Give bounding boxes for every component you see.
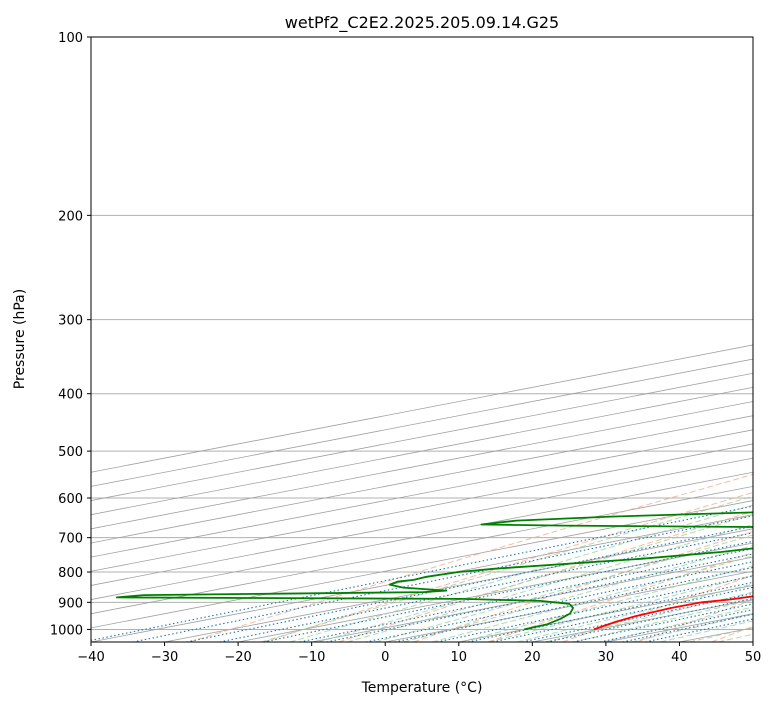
x-tick-label: −20 [224, 650, 251, 665]
isotherm-line [164, 528, 753, 642]
x-tick-label: 0 [381, 650, 389, 665]
isotherm-line [91, 471, 753, 600]
x-tick-label: −40 [77, 650, 104, 665]
mixing-ratio-line [572, 603, 753, 642]
isotherm-line [91, 457, 753, 586]
mixing-ratio-line [186, 525, 753, 642]
x-tick-label: 30 [598, 650, 615, 665]
mixing-ratio-line [263, 540, 753, 642]
x-tick-label: 10 [451, 650, 468, 665]
x-tick-label: 20 [524, 650, 541, 665]
mixing-ratio-line [91, 505, 753, 641]
dry-adiabat-line [562, 574, 753, 642]
y-tick-label: 300 [58, 314, 83, 329]
x-tick-label: −10 [298, 650, 325, 665]
mixing-ratio-line [365, 561, 753, 642]
moist-adiabat-line [516, 583, 753, 642]
mixing-ratio-line [326, 553, 753, 642]
moist-adiabat-line [260, 495, 753, 642]
isotherm-line [91, 443, 753, 572]
moist-adiabat-line [488, 574, 753, 642]
isotherm-line [91, 485, 753, 615]
dry-adiabat-line [189, 473, 753, 642]
y-axis-ticks: 100 200 300 400 500 600 700 800 900 1000 [50, 31, 91, 638]
mixing-ratio-line [599, 608, 753, 642]
moist-adiabat-line [431, 555, 753, 642]
y-tick-label: 400 [58, 388, 83, 403]
x-tick-label: −30 [151, 650, 178, 665]
chart-title: wetPf2_C2E2.2025.205.09.14.G25 [285, 13, 559, 33]
y-tick-label: 600 [58, 492, 83, 507]
isotherm-line [91, 514, 753, 642]
dry-adiabat-line [487, 552, 753, 642]
y-tick-label: 200 [58, 209, 83, 224]
x-axis-label: Temperature (°C) [361, 680, 483, 696]
y-tick-label: 500 [58, 445, 83, 460]
isotherm-line [91, 500, 753, 629]
y-axis-label: Pressure (hPa) [12, 289, 28, 389]
x-tick-label: 50 [745, 650, 762, 665]
x-tick-label: 40 [671, 650, 688, 665]
isotherm-grid [91, 344, 753, 642]
mixing-ratio-lines [91, 505, 753, 642]
sounding-series [115, 511, 753, 631]
moist-adiabat-line [289, 504, 753, 642]
y-tick-label: 900 [58, 596, 83, 611]
isotherm-line [91, 415, 753, 544]
isotherm-line [91, 429, 753, 558]
mixing-ratio-line [299, 548, 753, 642]
moist-adiabat-line [573, 599, 753, 642]
x-axis-ticks: −40 −30 −20 −10 0 10 20 30 40 50 [77, 642, 761, 665]
y-tick-label: 100 [58, 31, 83, 46]
dewpoint-trace [115, 511, 753, 631]
y-tick-label: 1000 [50, 623, 83, 638]
plot-frame [90, 36, 754, 643]
y-tick-label: 800 [58, 566, 83, 581]
mixing-ratio-line [622, 613, 753, 642]
y-tick-label: 700 [58, 532, 83, 547]
mixing-ratio-line [219, 532, 753, 642]
dry-adiabat-line [264, 491, 753, 642]
